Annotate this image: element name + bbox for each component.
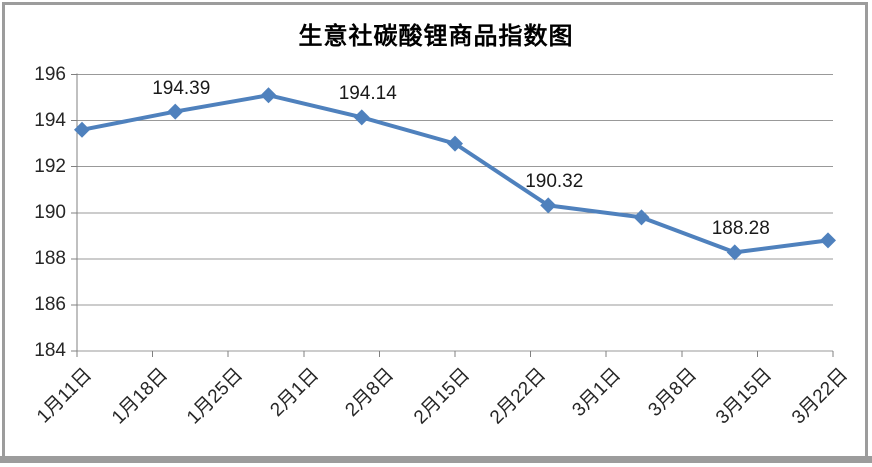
y-axis-tick-label: 184: [34, 340, 66, 361]
data-point-marker: [726, 244, 743, 261]
data-point-marker: [353, 109, 370, 126]
data-point-marker: [633, 209, 650, 226]
y-axis-tick-label: 186: [34, 293, 66, 315]
window-frame-border: [2, 2, 868, 457]
data-point-marker: [260, 87, 277, 104]
data-point-marker: [167, 103, 184, 120]
chart-title: 生意社碳酸锂商品指数图: [298, 23, 574, 50]
y-axis-tick-label: 192: [34, 155, 66, 177]
data-point-marker: [74, 121, 90, 138]
y-axis-tick-label: 188: [34, 247, 66, 269]
y-axis-tick-label: 196: [34, 63, 66, 85]
data-point-marker: [540, 197, 557, 214]
data-point-label: 194.39: [152, 77, 211, 99]
data-point-label: 194.14: [338, 83, 397, 105]
data-point-marker: [820, 232, 836, 249]
data-point-label: 190.32: [525, 171, 584, 193]
y-axis-tick-label: 194: [34, 109, 66, 131]
window-bottom-edge: [0, 456, 872, 463]
data-point-marker: [447, 135, 463, 152]
y-axis-tick-label: 190: [34, 201, 66, 223]
data-point-label: 188.28: [711, 218, 770, 240]
